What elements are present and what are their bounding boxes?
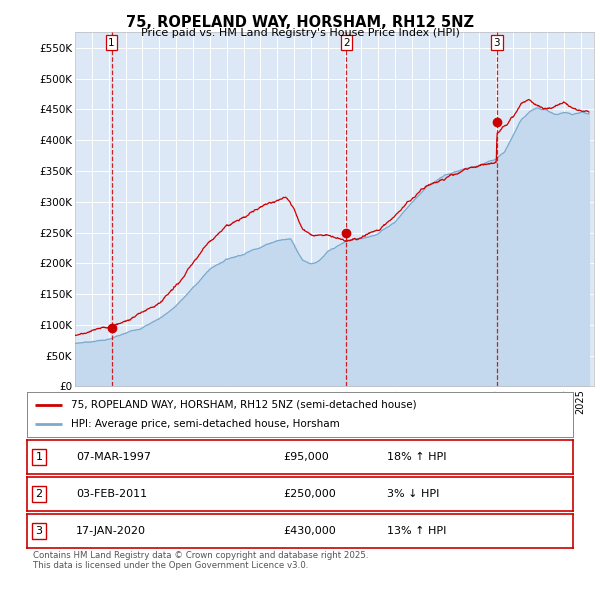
Text: 2: 2 [35, 489, 43, 499]
Text: 07-MAR-1997: 07-MAR-1997 [76, 452, 151, 461]
Text: 3: 3 [494, 38, 500, 48]
Text: £250,000: £250,000 [284, 489, 337, 499]
Text: 17-JAN-2020: 17-JAN-2020 [76, 526, 146, 536]
Text: 1: 1 [108, 38, 115, 48]
Text: Price paid vs. HM Land Registry's House Price Index (HPI): Price paid vs. HM Land Registry's House … [140, 28, 460, 38]
Text: 2: 2 [343, 38, 349, 48]
Text: 3% ↓ HPI: 3% ↓ HPI [388, 489, 440, 499]
Text: 3: 3 [35, 526, 43, 536]
Text: £430,000: £430,000 [284, 526, 337, 536]
Text: 03-FEB-2011: 03-FEB-2011 [76, 489, 147, 499]
Text: 18% ↑ HPI: 18% ↑ HPI [388, 452, 447, 461]
Text: 1: 1 [35, 452, 43, 461]
Text: £95,000: £95,000 [284, 452, 329, 461]
Text: HPI: Average price, semi-detached house, Horsham: HPI: Average price, semi-detached house,… [71, 419, 340, 429]
Text: 75, ROPELAND WAY, HORSHAM, RH12 5NZ: 75, ROPELAND WAY, HORSHAM, RH12 5NZ [126, 15, 474, 30]
Text: 13% ↑ HPI: 13% ↑ HPI [388, 526, 447, 536]
Text: Contains HM Land Registry data © Crown copyright and database right 2025.
This d: Contains HM Land Registry data © Crown c… [33, 551, 368, 571]
Text: 75, ROPELAND WAY, HORSHAM, RH12 5NZ (semi-detached house): 75, ROPELAND WAY, HORSHAM, RH12 5NZ (sem… [71, 400, 416, 409]
